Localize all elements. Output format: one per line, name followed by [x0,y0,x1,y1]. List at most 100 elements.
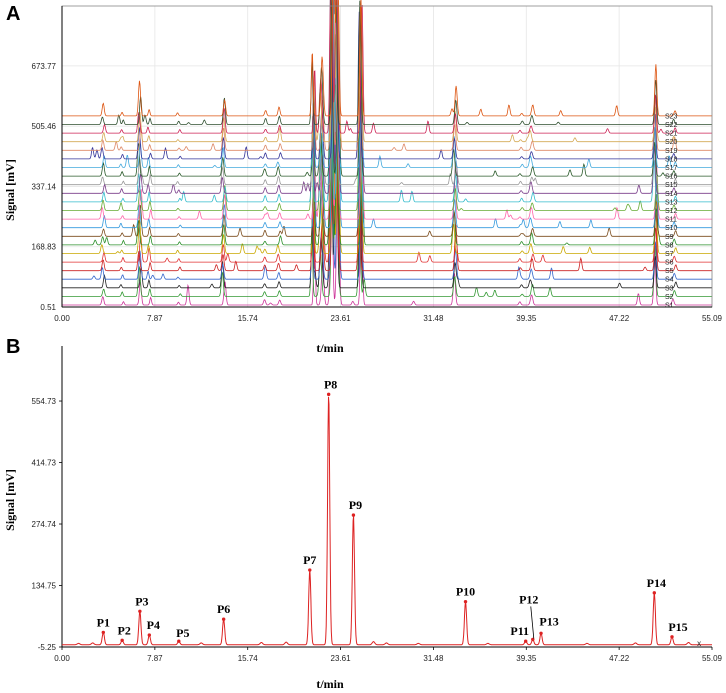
panel-b-y-tick-label: 414.73 [32,459,57,468]
peak-label-p9: P9 [349,498,362,512]
series-label-s5: S5 [665,268,674,275]
peak-marker-p15 [670,635,674,639]
peak-label-p8: P8 [324,377,337,391]
series-label-s19: S19 [665,148,678,155]
peak-marker-p14 [652,591,657,595]
panel-b-y-tick-label: 554.73 [32,397,57,406]
panel-b-y-tick-label: -5.25 [38,643,57,652]
panel-b-axes [61,346,712,648]
trace-s3 [62,20,712,289]
trace-s17 [62,0,712,168]
panel-b-x-tick-label: 15.74 [238,654,259,663]
panel-b-peak-markers [101,392,674,643]
panel-a-x-tick-label: 47.22 [609,314,630,323]
peak-label-p13: P13 [539,614,558,628]
trace-s6 [62,16,712,263]
panel-a-y-axis-label: Signal [mV] [3,159,17,221]
panel-b-x-tick-label: 31.48 [423,654,444,663]
panel-b-x-tick-label: 47.22 [609,654,630,663]
panel-b-x-tick-label: 0.00 [54,654,70,663]
series-label-s21: S21 [665,131,678,138]
panel-a-letter: A [6,3,20,25]
trace-s16 [62,0,712,177]
peak-marker-p11 [523,639,528,643]
series-label-s4: S4 [665,277,674,284]
panel-a-x-tick-label: 55.09 [702,314,723,323]
peak-marker-p4 [147,633,152,637]
series-label-s15: S15 [665,182,678,189]
panel-a-y-tick-label: 337.14 [32,182,57,191]
trace-s4 [62,89,712,280]
panel-b-x-axis-label: t/min [316,677,344,691]
peak-marker-p7 [308,568,312,572]
peak-label-p14: P14 [647,576,666,590]
panel-b-letter: B [6,336,20,358]
panel-b-chart: -5.25 134.75 274.74 414.73 554.73 0.00 7.87 15… [3,346,723,663]
series-label-s3: S3 [665,285,674,292]
panel-b-y-ticks: -5.25 134.75 274.74 414.73 554.73 [32,397,62,652]
trace-s21 [62,0,712,134]
p12-leader-line [530,606,535,639]
panel-b-x-ticks: 0.00 7.87 15.74 23.61 31.48 39.35 47.22 55.09 [54,647,723,663]
series-label-s8: S8 [665,242,674,249]
trace-s13 [62,0,712,203]
series-label-s9: S9 [665,234,674,241]
panel-a-y-tick-label: 168.83 [32,243,57,252]
panel-a-y-tick-label: 0.51 [40,303,56,312]
series-label-s20: S20 [665,139,678,146]
peak-label-p1: P1 [97,615,110,629]
series-label-s6: S6 [665,260,674,267]
series-label-s18: S18 [665,156,678,163]
panel-a-traces [62,0,712,306]
peak-label-p6: P6 [217,602,230,616]
trace-s9 [62,12,712,237]
series-label-s22: S22 [665,122,678,129]
peak-marker-p2 [120,638,124,643]
peak-label-p4: P4 [147,618,160,632]
trace-s12 [62,7,712,211]
peak-label-p11: P11 [510,624,529,638]
peak-label-p5: P5 [176,626,189,640]
peak-label-p15: P15 [668,620,687,634]
peak-label-p7: P7 [303,553,316,567]
trace-s10 [62,0,712,229]
trace-s23 [62,0,712,117]
peak-label-p3: P3 [135,594,148,608]
peak-marker-p9 [351,513,356,517]
panel-b-x-tick-label: 55.09 [702,654,723,663]
series-label-s1: S1 [665,303,674,310]
panel-a-x-axis-label: t/min [316,341,344,355]
peak-marker-p12 [531,637,535,642]
panel-a-x-tick-label: 7.87 [147,314,163,323]
series-label-s23: S23 [665,113,678,120]
trace-s2 [62,65,712,297]
panel-a-x-tick-label: 0.00 [54,314,70,323]
trace-s19 [62,0,712,151]
peak-marker-p10 [463,599,468,604]
peak-label-p12: P12 [519,592,538,606]
peak-label-p10: P10 [456,585,475,599]
series-label-s14: S14 [665,191,678,198]
panel-b-x-tick-label: 23.61 [331,654,352,663]
panel-a-y-tick-label: 673.77 [32,62,57,71]
trace-s7 [62,0,712,254]
peak-marker-p6 [221,617,226,621]
panel-a-x-tick-label: 31.48 [423,314,444,323]
series-label-s7: S7 [665,251,674,258]
trace-s11 [62,53,712,220]
peak-marker-p13 [539,631,543,635]
panel-a-axes [61,5,713,308]
panel-a-x-tick-label: 15.74 [238,314,259,323]
peak-marker-p3 [138,609,142,614]
series-label-s16: S16 [665,174,678,181]
trace-s18 [62,0,712,160]
panel-a-y-ticks: 0.51 168.83 337.14 505.46 673.77 [32,62,57,312]
panel-b-x-tick-label: 39.35 [516,654,537,663]
panel-a-x-ticks: 0.00 7.87 15.74 23.61 31.48 39.35 47.22 55.09 [54,314,722,323]
trace-s5 [62,60,712,272]
series-label-s17: S17 [665,165,678,172]
